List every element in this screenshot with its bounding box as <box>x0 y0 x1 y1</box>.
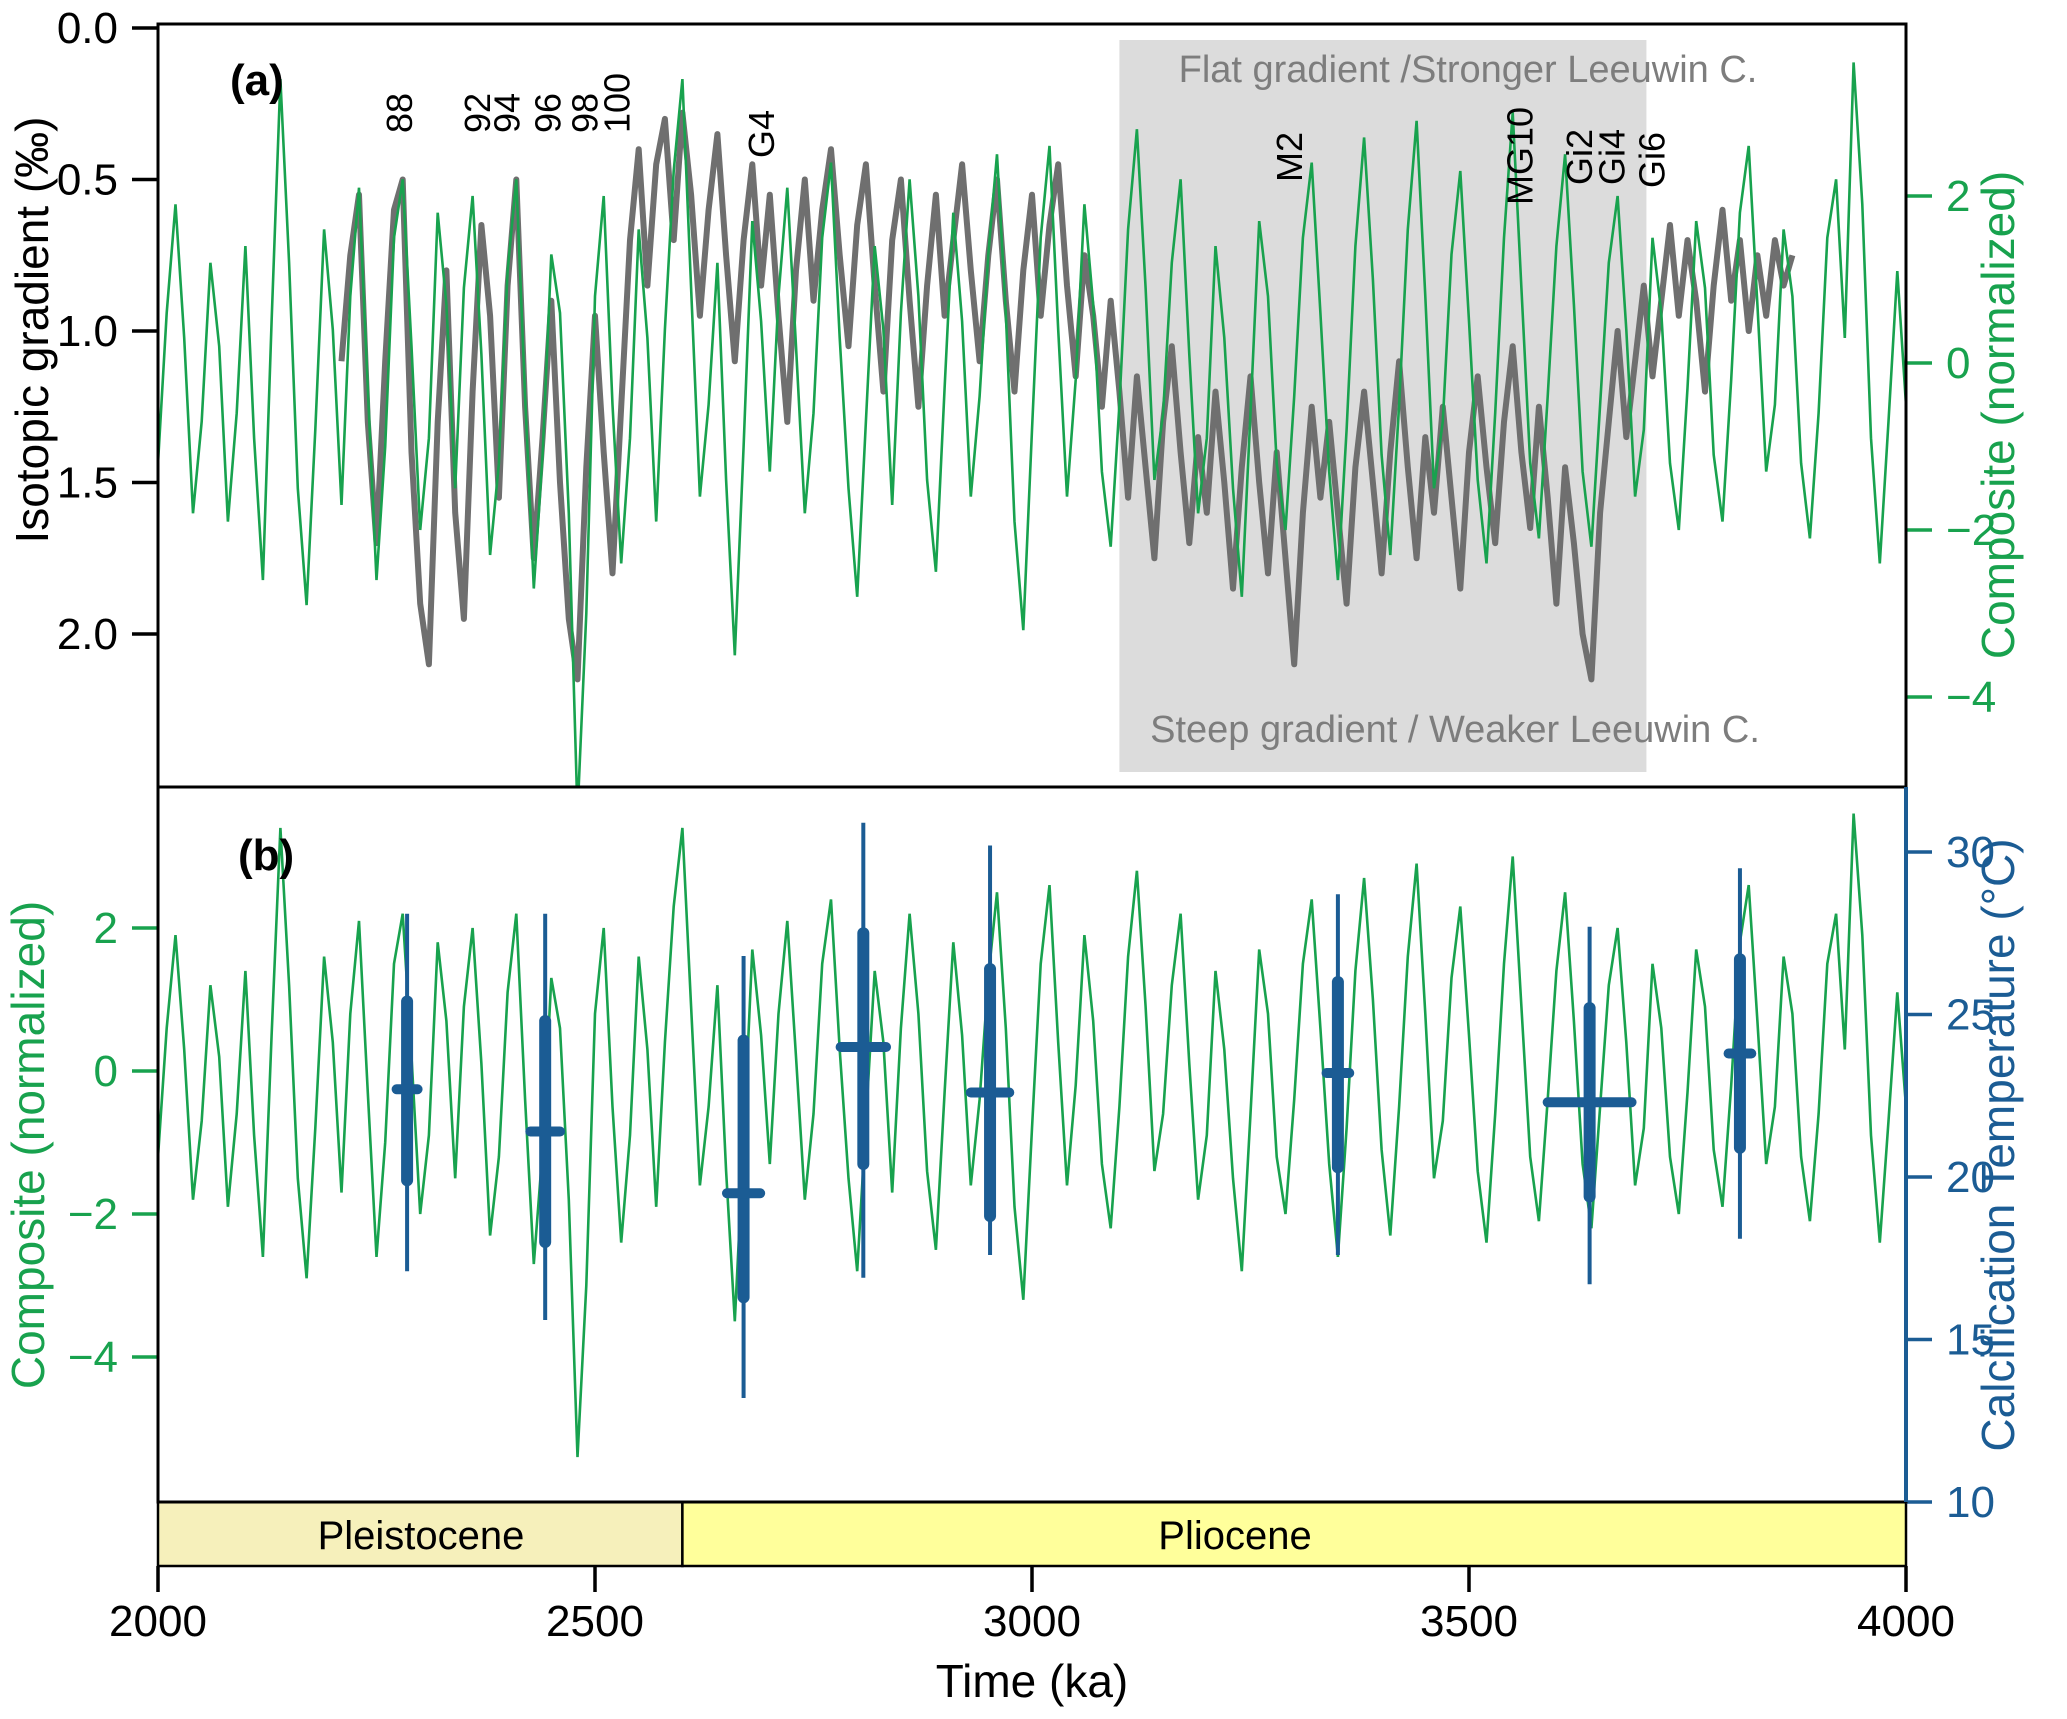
stage-label-Gi6: Gi6 <box>1632 132 1673 188</box>
axis-tick-layer: 0.00.51.01.52.020−2−420−2−43025201510200… <box>57 4 1996 1646</box>
stage-label-100: 100 <box>597 73 638 133</box>
panel-a-left-tick-label: 0.5 <box>57 156 118 205</box>
epoch-segment-pliocene <box>681 1500 1908 1568</box>
panel-a-right-tick-label: 0 <box>1946 339 1970 388</box>
panel-a-left-tick-label: 1.5 <box>57 459 118 508</box>
panel-a-right-tick-label: −4 <box>1946 673 1996 722</box>
x-axis-tick-label: 2500 <box>546 1597 644 1646</box>
annotation-flat-gradient: Flat gradient /Stronger Leeuwin C. <box>1179 49 1758 91</box>
panel-b-right-tick-label: 15 <box>1946 1316 1995 1365</box>
errorbar-layer <box>391 822 1757 1398</box>
epoch-label-pleistocene: Pleistocene <box>318 1514 525 1558</box>
temperature-errorbar <box>1723 868 1757 1239</box>
annotation-steep-gradient: Steep gradient / Weaker Leeuwin C. <box>1150 709 1760 751</box>
isotopic-gradient-curve <box>338 109 1796 683</box>
stage-label-92: 92 <box>457 93 498 133</box>
temperature-errorbar <box>965 845 1015 1255</box>
stage-label-MG10: MG10 <box>1500 107 1541 205</box>
stage-label-G4: G4 <box>741 110 782 158</box>
panel-b-right-tick-label: 30 <box>1946 828 1995 877</box>
panel-b-left-axis-title: Composite (normalized) <box>2 901 54 1389</box>
panel-a-right-tick-label: 2 <box>1946 172 1970 221</box>
stage-label-Gi4: Gi4 <box>1591 129 1632 185</box>
panel-b-left-tick-label: −4 <box>68 1333 118 1382</box>
panel-b-letter: (b) <box>238 831 294 880</box>
panel-b-right-tick-label: 25 <box>1946 991 1995 1040</box>
x-axis-title: Time (ka) <box>936 1655 1129 1707</box>
panel-b-left-tick-label: −2 <box>68 1190 118 1239</box>
stage-label-96: 96 <box>528 93 569 133</box>
temperature-errorbar <box>1542 926 1637 1285</box>
panel-a-left-tick-label: 0.0 <box>57 4 118 53</box>
stage-label-94: 94 <box>487 93 528 133</box>
panel-a-left-tick-label: 2.0 <box>57 610 118 659</box>
epoch-bar-layer <box>156 1500 1908 1568</box>
panel-b-right-tick-label: 10 <box>1946 1478 1995 1527</box>
epoch-label-pliocene: Pliocene <box>1158 1514 1311 1558</box>
panel-a-right-axis-title: Composite (normalized) <box>1972 171 2024 659</box>
temperature-errorbar <box>835 822 892 1278</box>
temperature-errorbar <box>1321 894 1355 1255</box>
panel-b-left-tick-label: 0 <box>94 1047 118 1096</box>
x-axis-tick-label: 3000 <box>983 1597 1081 1646</box>
panel-a-left-axis-title: Isotopic gradient (‰) <box>6 117 58 544</box>
temperature-errorbar <box>391 913 423 1272</box>
x-axis-tick-label: 4000 <box>1857 1597 1955 1646</box>
panel-b-left-tick-label: 2 <box>94 904 118 953</box>
curve-layer <box>158 62 1906 1458</box>
x-axis-tick-label: 2000 <box>109 1597 207 1646</box>
stage-label-Gi2: Gi2 <box>1559 129 1600 185</box>
panel-b-right-tick-label: 20 <box>1946 1153 1995 1202</box>
x-axis-tick-label: 3500 <box>1420 1597 1518 1646</box>
panel-a-right-tick-label: −2 <box>1946 506 1996 555</box>
panel-b-right-axis-title: Calcification Temperature (°C) <box>1972 838 2024 1451</box>
composite-curve-panel-b <box>158 813 1906 1458</box>
panel-a-letter: (a) <box>230 56 284 105</box>
panel-a-left-tick-label: 1.0 <box>57 307 118 356</box>
stage-label-M2: M2 <box>1269 132 1310 182</box>
stage-label-88: 88 <box>379 93 420 133</box>
temperature-errorbar <box>721 956 766 1398</box>
stage-label-98: 98 <box>564 93 605 133</box>
temperature-errorbar <box>525 913 566 1320</box>
composite-curve-panel-a <box>158 62 1906 787</box>
